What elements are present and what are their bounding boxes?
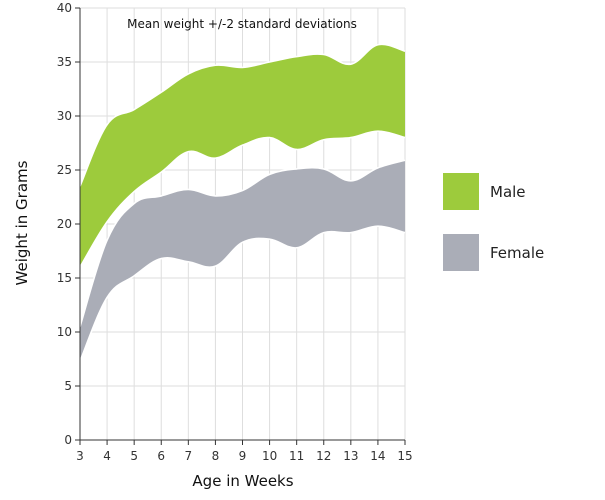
x-tick-label: 15 — [397, 449, 412, 463]
x-tick-label: 8 — [212, 449, 220, 463]
band-edges — [79, 43, 406, 362]
legend-label-male: Male — [490, 183, 526, 201]
y-tick-label: 20 — [57, 217, 72, 231]
x-tick-label: 12 — [316, 449, 331, 463]
band-edge-line — [79, 225, 406, 362]
x-tick-label: 13 — [343, 449, 358, 463]
x-tick-label: 3 — [76, 449, 84, 463]
legend-swatch-female — [443, 234, 479, 271]
x-tick-label: 11 — [289, 449, 304, 463]
legend-label-female: Female — [490, 244, 544, 262]
female-band — [80, 160, 405, 362]
y-axis-title: Weight in Grams — [13, 160, 31, 285]
x-axis-title: Age in Weeks — [192, 472, 293, 490]
x-tick-label: 10 — [262, 449, 277, 463]
band-edge-line — [79, 130, 406, 268]
x-tick-label: 9 — [239, 449, 247, 463]
y-tick-label: 25 — [57, 163, 72, 177]
y-tick-label: 0 — [64, 433, 72, 447]
legend: Male Female — [443, 173, 544, 271]
band-edge-line — [79, 159, 406, 327]
y-tick-label: 10 — [57, 325, 72, 339]
y-tick-labels: 0 5 10 15 20 25 30 35 40 — [57, 1, 80, 447]
x-tick-labels: 3 4 5 6 7 8 9 10 11 12 13 14 15 — [76, 440, 413, 463]
chart-title: Mean weight +/-2 standard deviations — [127, 17, 357, 31]
x-tick-label: 14 — [370, 449, 385, 463]
y-tick-label: 5 — [64, 379, 72, 393]
y-tick-label: 40 — [57, 1, 72, 15]
male-band — [80, 44, 405, 268]
y-tick-label: 35 — [57, 55, 72, 69]
x-tick-label: 7 — [185, 449, 193, 463]
legend-swatch-male — [443, 173, 479, 210]
x-tick-label: 6 — [157, 449, 165, 463]
x-tick-label: 5 — [130, 449, 138, 463]
x-tick-label: 4 — [103, 449, 111, 463]
y-tick-label: 30 — [57, 109, 72, 123]
band-edge-line — [79, 43, 406, 187]
y-tick-label: 15 — [57, 271, 72, 285]
